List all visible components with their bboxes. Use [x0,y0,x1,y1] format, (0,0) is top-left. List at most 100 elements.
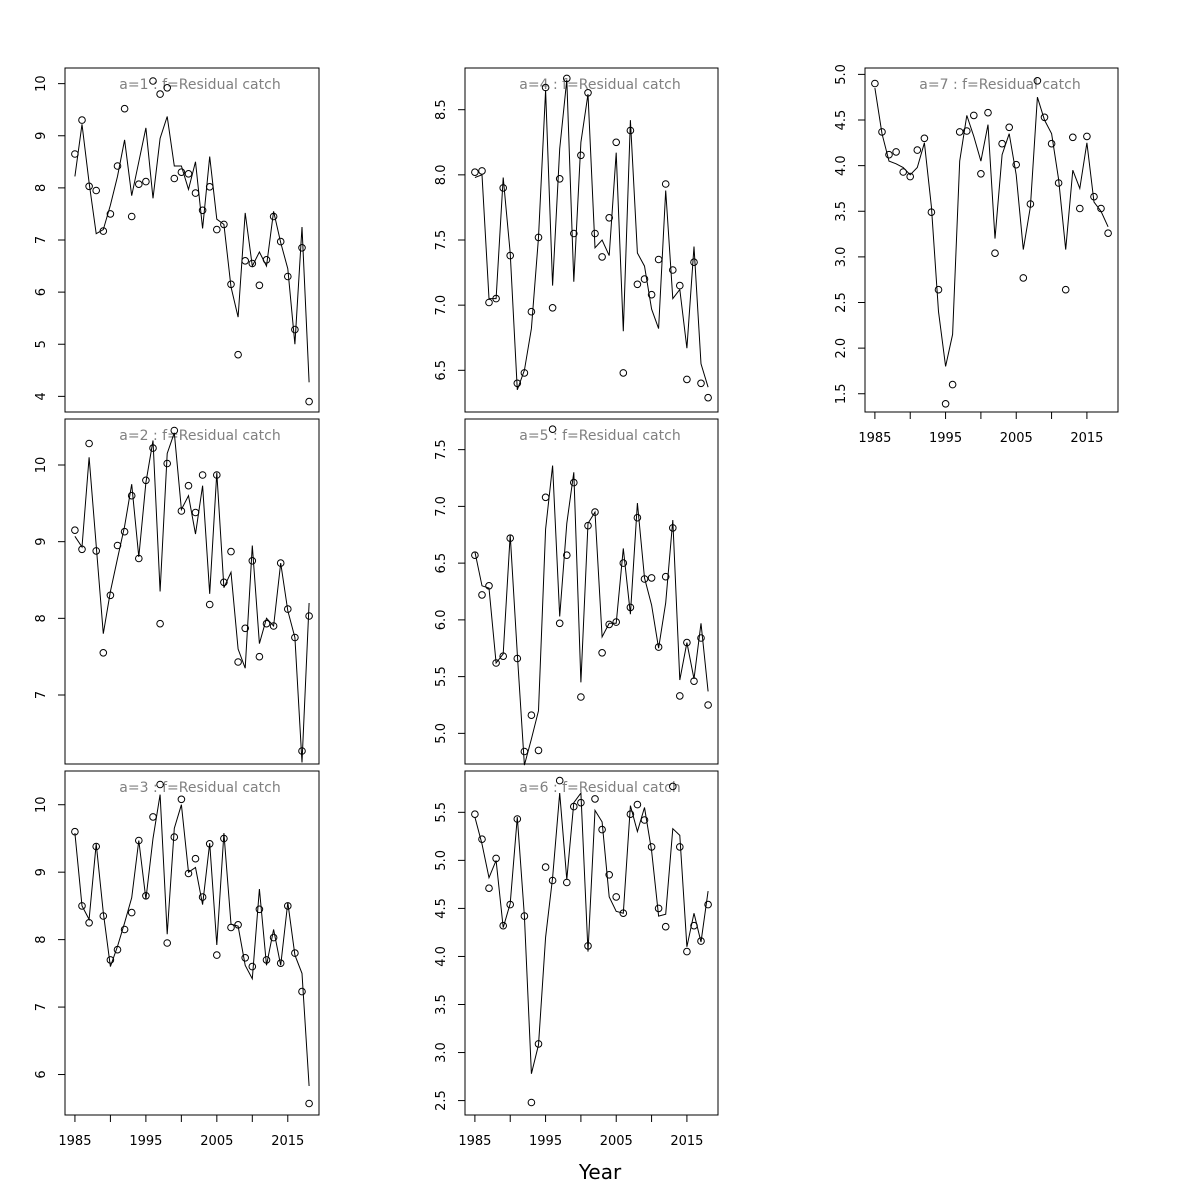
data-point [276,959,285,968]
y-tick-label: 7.5 [434,439,449,460]
data-point [241,624,249,633]
y-tick-label: 10 [34,457,49,474]
data-point [71,150,79,158]
y-tick-label: 7 [34,236,49,244]
y-tick-label: 7.5 [434,230,449,251]
data-point [234,921,242,929]
data-point [92,842,100,851]
data-point [262,956,271,964]
data-point [520,369,529,377]
data-point [220,834,228,843]
data-point [534,1040,543,1048]
data-point [234,658,242,666]
data-point [584,89,592,97]
data-point [471,810,479,819]
y-tick-label: 5.5 [434,666,449,687]
data-point [262,619,271,628]
data-point [584,942,592,950]
data-point [298,987,306,996]
data-point [305,1099,313,1108]
data-point [934,285,943,294]
data-point [619,909,628,918]
y-tick-label: 5.0 [434,850,449,871]
y-tick-label: 10 [34,75,49,92]
data-point [92,186,100,195]
data-point [213,471,221,479]
data-point [234,350,242,359]
data-point [591,795,599,803]
observed-points [71,780,313,1108]
x-tick-label: 1985 [58,1134,91,1149]
plot-frame [464,67,719,413]
data-point [177,795,186,804]
data-point [478,835,486,844]
data-point [198,206,207,215]
data-point [584,521,592,530]
data-point [661,922,670,931]
data-point [669,266,677,274]
y-tick-label: 3.5 [434,994,449,1015]
data-point [906,172,915,181]
data-point [697,379,705,388]
data-point [647,290,656,299]
plot-frame [64,418,320,765]
data-point [269,212,278,221]
data-point [697,937,705,945]
data-point [248,259,257,268]
data-point [527,307,536,316]
data-point [248,962,257,971]
data-point [598,649,606,657]
data-point [284,605,292,613]
data-point [220,578,228,587]
data-point [1083,132,1091,141]
data-point [892,148,900,156]
data-point [548,304,557,312]
panel-title: a=7 : f=Residual catch [919,77,1080,93]
data-point [612,893,621,901]
panel-title: a=3 : f=Residual catch [119,780,280,796]
data-point [1012,160,1021,169]
data-point [135,180,143,188]
fitted-line [74,794,310,1087]
y-tick-label: 4.5 [434,898,449,919]
y-axis: 5.0 5.5 6.0 6.5 7.0 7.5 [434,439,466,744]
data-point [548,876,557,885]
data-point [669,782,677,791]
data-point [948,380,957,389]
data-point [163,939,171,947]
data-point [156,619,164,628]
data-point [654,255,663,264]
y-tick-label: 6 [34,288,49,296]
data-point [555,776,564,785]
y-tick-label: 7.0 [434,295,449,316]
data-point [690,258,698,267]
data-point [1090,192,1098,201]
x-tick-label: 2015 [1070,431,1103,446]
data-point [647,843,656,851]
fitted-line [874,88,1109,367]
data-point [513,379,522,388]
data-point [913,146,922,154]
data-point [213,951,221,959]
data-point [191,189,200,197]
data-point [697,634,705,642]
y-tick-label: 4 [34,392,49,400]
data-point [269,622,278,630]
data-point [941,400,950,408]
data-point [284,902,292,910]
y-axis: 4 5 6 7 8 9 10 [34,75,66,401]
data-point [626,126,635,135]
data-point [499,921,508,930]
observed-points [471,425,712,756]
panel-7: a=7 : f=Residual catch 1.5 2.0 2.5 3.0 3.5 4.0… [834,64,1119,446]
data-point [213,225,221,234]
y-tick-label: 5 [34,340,49,348]
data-point [676,692,684,700]
data-point [669,524,677,532]
data-point [127,491,136,500]
data-point [478,591,486,599]
data-point [654,904,663,913]
data-point [205,600,214,609]
data-point [120,104,129,113]
data-point [255,905,264,914]
